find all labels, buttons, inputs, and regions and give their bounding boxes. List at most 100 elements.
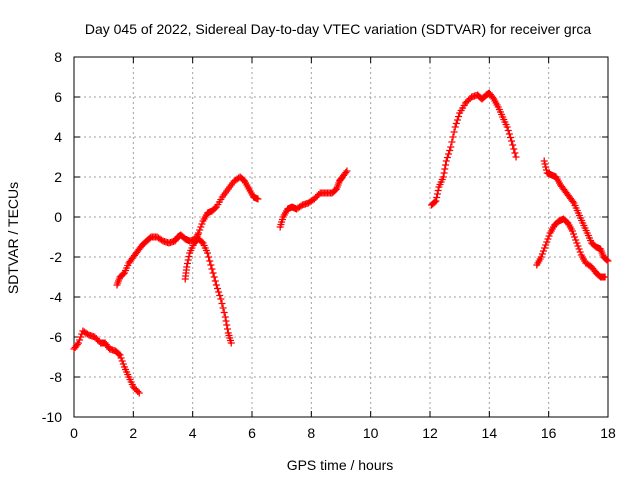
data-point [451,123,459,131]
x-tick-label: 0 [70,425,78,441]
data-point [569,198,577,205]
x-tick-label: 14 [482,425,498,441]
data-point [343,167,351,175]
data-point [453,116,461,124]
x-tick-label: 18 [600,425,616,441]
data-point [568,227,576,235]
plot-frame [73,56,609,418]
data-point [442,157,450,165]
data-point [117,354,125,362]
data-point [76,336,84,344]
data-point [447,143,455,151]
data-point [216,292,224,299]
data-point [452,120,460,127]
data-point [204,249,211,257]
data-point [77,333,85,341]
x-tick-label: 10 [363,425,379,441]
data-point [208,265,216,273]
data-point [195,229,203,237]
data-point [448,138,456,146]
data-point [542,163,550,171]
data-point [574,242,582,250]
data-point [205,253,213,261]
series-arc-2 [113,173,262,289]
data-point [506,134,514,141]
data-point [503,123,511,131]
data-point [537,253,545,261]
data-point [218,300,226,307]
data-point [542,241,550,249]
data-point [197,223,205,231]
series-arc-6 [533,215,609,281]
data-point [541,160,549,168]
data-point [538,250,546,258]
x-tick-label: 12 [422,425,438,441]
data-point [196,226,204,234]
data-point [116,351,124,359]
data-point [572,236,580,244]
data-point [504,127,512,134]
y-tick-label: 0 [54,209,62,225]
y-tick-label: -4 [50,289,63,305]
data-point [604,257,612,265]
data-point [254,195,262,203]
data-point [215,288,223,296]
data-point [455,113,463,120]
data-point [342,169,350,176]
data-point [570,230,578,238]
data-point [540,157,548,165]
data-point [227,339,235,347]
data-point [210,273,218,281]
data-point [510,145,518,153]
data-point [184,256,192,264]
data-point [432,197,440,205]
data-point [603,256,611,264]
series-arc-3 [181,235,235,347]
series-arc-1 [70,327,143,397]
data-point [115,350,123,358]
data-point [439,173,447,181]
y-axis-label: SDTVAR / TECUs [5,182,21,294]
data-point [135,389,143,397]
data-point [183,260,191,267]
data-point [198,220,206,228]
data-point [545,232,553,240]
data-point [223,321,231,329]
data-point [575,245,583,253]
data-point [443,154,451,161]
x-tick-label: 16 [541,425,557,441]
series-arc-7 [540,157,612,265]
data-point [539,247,547,255]
data-point [74,339,82,347]
data-point [544,235,552,243]
y-tick-label: -2 [50,249,63,265]
data-point [601,273,609,281]
y-tick-labels: -10 -8 -6 -4 -2 0 2 4 6 8 [42,49,62,425]
data-point [431,198,439,206]
data-point [433,194,441,201]
grid [74,57,608,417]
data-point [212,281,220,289]
data-point [440,169,448,177]
y-tick-label: 4 [54,129,62,145]
data-point [219,304,227,312]
data-points [70,89,612,397]
y-tick-label: -8 [50,369,63,385]
x-tick-label: 6 [248,425,256,441]
data-point [185,253,193,260]
x-tick-label: 4 [189,425,197,441]
data-point [119,360,127,368]
data-point [206,257,214,265]
data-point [446,147,454,154]
data-point [449,133,457,141]
data-point [183,263,191,271]
x-tick-label: 8 [307,425,315,441]
data-point [509,141,517,149]
data-point [543,238,551,246]
data-point [209,269,217,277]
y-tick-label: 6 [54,89,62,105]
data-point [571,233,579,241]
data-point [450,128,458,136]
